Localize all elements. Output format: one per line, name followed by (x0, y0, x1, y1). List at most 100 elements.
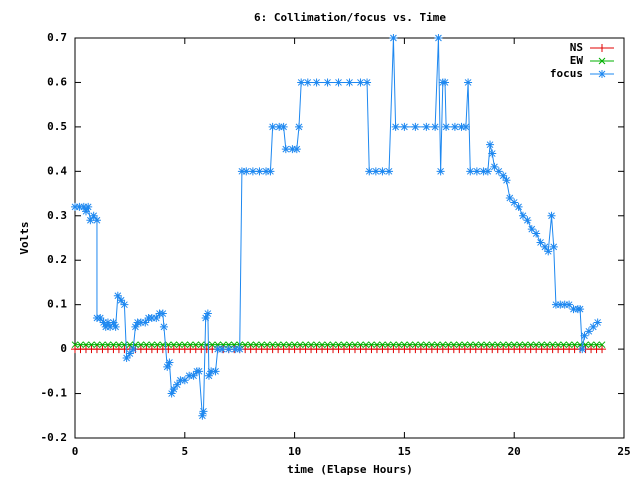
point (406, 341, 414, 349)
point (589, 322, 598, 331)
point (96, 314, 105, 322)
point (192, 341, 200, 349)
point (466, 341, 474, 349)
point (136, 318, 145, 327)
point (180, 376, 189, 385)
point (400, 122, 409, 131)
point (466, 167, 475, 176)
y-tick-label: 0.5 (47, 120, 67, 133)
point (296, 341, 304, 349)
point (109, 318, 118, 327)
point (199, 407, 208, 416)
point (505, 194, 514, 202)
point (378, 167, 387, 176)
point (450, 122, 459, 131)
point (335, 341, 342, 349)
point (208, 341, 216, 349)
x-tick-label: 5 (181, 445, 188, 458)
point (93, 341, 101, 349)
point (576, 305, 585, 314)
point (211, 367, 220, 376)
y-tick-label: -0.2 (41, 431, 68, 444)
point (571, 341, 578, 349)
point (488, 341, 496, 349)
point (207, 367, 216, 376)
point (148, 341, 156, 349)
point (433, 341, 441, 349)
point (189, 371, 198, 380)
point (411, 122, 420, 131)
point (461, 341, 469, 349)
point (275, 122, 284, 131)
point (494, 341, 502, 349)
point (423, 341, 430, 349)
point (598, 341, 606, 349)
point (181, 341, 189, 349)
y-tick-label: -0.1 (41, 387, 68, 400)
point (554, 341, 562, 349)
plot-border (74, 37, 625, 439)
point (356, 78, 365, 87)
point (213, 345, 222, 354)
point (455, 341, 463, 349)
point (101, 322, 110, 331)
point (302, 341, 309, 349)
point (117, 296, 126, 305)
point (99, 341, 106, 349)
point (505, 341, 513, 349)
point (153, 341, 161, 349)
point (120, 300, 129, 309)
point (587, 341, 595, 349)
point (464, 78, 473, 87)
point (318, 341, 326, 349)
point (569, 305, 578, 314)
point (241, 341, 249, 349)
point (165, 358, 174, 367)
point (483, 341, 491, 349)
point (164, 341, 172, 349)
point (294, 122, 303, 131)
point (514, 202, 523, 211)
point (285, 341, 293, 349)
point (385, 167, 394, 176)
point (486, 140, 495, 149)
point (274, 341, 282, 349)
point (247, 341, 255, 349)
legend-label: EW (570, 54, 584, 67)
point (499, 341, 507, 349)
point (82, 341, 90, 349)
point (252, 341, 260, 349)
legend-label: focus (550, 67, 583, 80)
point (75, 202, 84, 211)
point (389, 34, 398, 42)
point (547, 211, 556, 220)
point (143, 341, 150, 349)
point (472, 341, 480, 349)
point (103, 318, 112, 327)
point (163, 362, 172, 371)
point (544, 247, 553, 256)
point (81, 207, 90, 216)
point (565, 341, 573, 349)
point (204, 371, 213, 380)
point (479, 167, 488, 176)
point (593, 341, 600, 349)
x-tick-label: 20 (508, 445, 521, 458)
point (79, 202, 88, 211)
point (122, 354, 131, 362)
point (147, 314, 156, 322)
point (362, 341, 370, 349)
point (518, 211, 527, 220)
point (477, 341, 485, 349)
point (502, 176, 511, 185)
point (71, 341, 79, 349)
point (203, 309, 212, 318)
point (516, 341, 524, 349)
point (129, 345, 138, 354)
point (86, 216, 95, 225)
point (92, 216, 101, 225)
point (237, 167, 246, 176)
point (450, 341, 458, 349)
point (173, 380, 182, 389)
